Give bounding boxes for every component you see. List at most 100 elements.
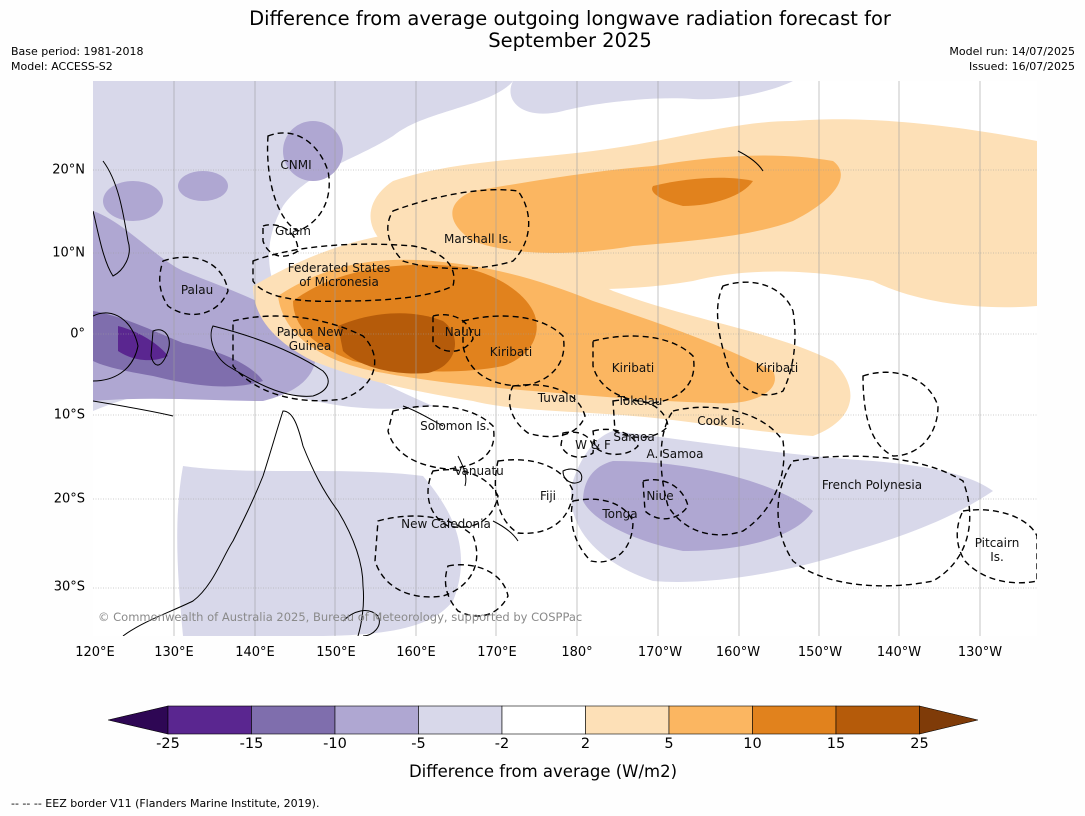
colorbar-segment: [585, 705, 670, 735]
chart-title: Difference from average outgoing longwav…: [170, 8, 970, 52]
eez-kiribati-phoenix: [592, 335, 695, 404]
longitude-label: 120°E: [75, 645, 115, 660]
borneo-coast: [93, 312, 139, 382]
colorbar-tick-label: 10: [743, 736, 762, 752]
sulawesi-coast: [150, 329, 170, 366]
longitude-label: 170°W: [637, 645, 683, 660]
australia-coast: [122, 410, 364, 636]
eez-cook: [660, 406, 785, 536]
colorbar-segment: [501, 705, 586, 735]
region-label: Tokelau: [617, 394, 663, 408]
region-label: Federated States of Micronesia: [287, 261, 391, 289]
purple-patch-3: [103, 181, 163, 221]
region-label: French Polynesia: [821, 478, 923, 492]
colorbar-segment: [334, 705, 419, 735]
latitude-label: 30°S: [53, 579, 85, 595]
olr-anomaly-map: [93, 81, 1037, 636]
graticule: [93, 81, 1037, 636]
solomon-coast: [402, 405, 444, 427]
new-caledonia-coast: [492, 520, 519, 542]
region-label: Tonga: [602, 507, 638, 521]
region-label: Guam: [275, 224, 311, 238]
eez-tokelau: [612, 399, 669, 438]
colorbar-segment: [668, 705, 753, 735]
model-text: Model: ACCESS-S2: [11, 60, 113, 73]
eez-tuvalu: [508, 384, 586, 438]
colorbar-segment: [167, 705, 252, 735]
eez-png: [232, 315, 376, 402]
map-panel: CNMI Guam Marshall Is. Federated States of M…: [93, 81, 1037, 636]
eez-french-polynesia-east: [862, 371, 939, 457]
purple-patch-2: [178, 171, 228, 201]
colorbar-tick-label: -2: [494, 736, 510, 752]
latitude-label: 10°N: [52, 245, 85, 261]
region-label: Cook Is.: [697, 414, 745, 428]
region-label: Papua New Guinea: [276, 325, 344, 353]
region-label: CNMI: [280, 158, 312, 172]
eez-borders: [159, 132, 1037, 617]
java-coast: [93, 400, 174, 417]
eez-french-polynesia: [777, 455, 971, 587]
footnote: -- -- -- EEZ border V11 (Flanders Marine…: [11, 797, 320, 810]
colorbar-svg: [108, 705, 978, 735]
meta-right: Model run: 14/07/2025 Issued: 16/07/2025: [949, 44, 1075, 74]
issued-text: Issued: 16/07/2025: [968, 60, 1075, 73]
region-label: Fiji: [539, 489, 557, 503]
eez-pitcairn: [956, 509, 1037, 584]
colorbar-segment: [835, 705, 920, 735]
longitude-label: 140°E: [235, 645, 275, 660]
eez-new-caledonia: [374, 515, 478, 598]
longitude-label: 130°W: [957, 645, 1003, 660]
colorbar-tick-label: 5: [664, 736, 674, 752]
colorbar-tick-label: -25: [156, 736, 180, 752]
region-label: Vanuatu: [454, 464, 504, 478]
north-pacific-orange: [652, 177, 753, 206]
new-zealand-coast: [342, 610, 380, 636]
meta-left: Base period: 1981-2018 Model: ACCESS-S2: [11, 44, 143, 74]
colorbar-tick-label: -15: [239, 736, 264, 752]
latitude-label: 20°N: [52, 162, 85, 178]
colorbar-segment: [251, 705, 336, 735]
colorbar-tick-label: -10: [323, 736, 347, 752]
latitude-label: 20°S: [53, 491, 85, 507]
australia-light-purple: [177, 466, 462, 636]
eez-kermadec: [444, 564, 509, 617]
purple-patch-1: [283, 121, 343, 181]
region-label: Nauru: [444, 325, 482, 339]
eez-guam: [262, 224, 299, 257]
longitude-label: 150°E: [316, 645, 356, 660]
equatorial-dark-orange: [338, 313, 455, 374]
eez-solomon: [387, 405, 495, 470]
eez-palau: [159, 256, 229, 316]
eez-tonga: [570, 498, 634, 563]
philippines-coast: [93, 160, 130, 277]
region-label: Solomon Is.: [420, 419, 490, 433]
latitude-label: 0°: [70, 326, 85, 342]
region-label: Palau: [180, 283, 214, 297]
eez-kiribati-line: [716, 281, 796, 396]
region-label: W & F: [575, 438, 611, 452]
hawaii-coast: [737, 150, 764, 172]
positive-anomaly-layer: [253, 119, 1037, 436]
latitude-label: 10°S: [53, 407, 85, 423]
colorbar-segment: [418, 705, 503, 735]
eez-vanuatu: [427, 469, 499, 528]
colorbar: [108, 705, 978, 735]
longitude-label: 150°W: [797, 645, 843, 660]
colorbar-title: Difference from average (W/m2): [408, 762, 678, 781]
eez-marshall: [387, 189, 530, 270]
region-label: Pitcairn Is.: [974, 536, 1020, 564]
longitude-label: 180°: [561, 645, 593, 660]
eez-wallis: [560, 431, 594, 458]
region-label: Marshall Is.: [444, 232, 512, 246]
longitude-label: 160°E: [396, 645, 436, 660]
region-label: A. Samoa: [646, 447, 704, 461]
region-label: Kiribati: [611, 361, 655, 375]
title-line-2: September 2025: [488, 29, 652, 52]
colorbar-segment: [752, 705, 837, 735]
base-period-text: Base period: 1981-2018: [11, 45, 144, 58]
longitude-label: 130°E: [154, 645, 194, 660]
region-label: Niue: [646, 489, 674, 503]
title-line-1: Difference from average outgoing longwav…: [249, 7, 891, 30]
colorbar-tick-label: -5: [411, 736, 426, 752]
